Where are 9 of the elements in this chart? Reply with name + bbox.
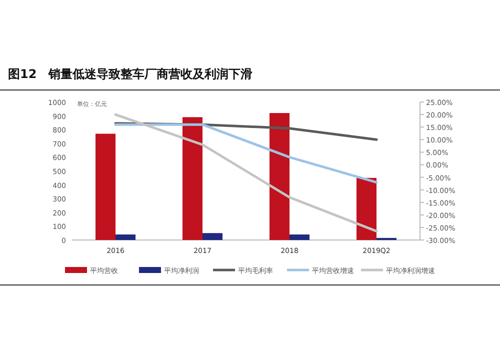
bar <box>96 134 116 240</box>
line-series <box>114 113 378 232</box>
bar <box>182 117 202 240</box>
bar <box>290 234 310 240</box>
bar <box>116 234 136 240</box>
chart-title: 图12 销量低迷导致整车厂商营收及利润下滑 <box>8 67 253 81</box>
bar <box>202 233 222 240</box>
bar <box>356 178 376 240</box>
bar <box>270 113 290 240</box>
